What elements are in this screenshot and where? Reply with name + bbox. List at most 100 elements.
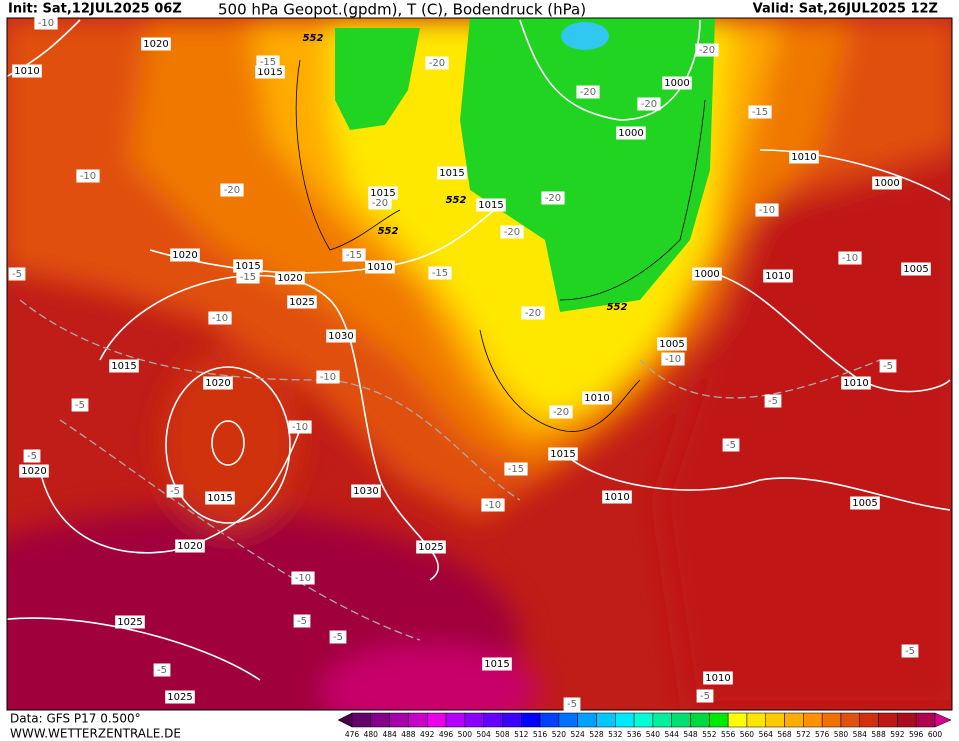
colorbar-swatch bbox=[596, 712, 616, 728]
label-box bbox=[576, 85, 600, 99]
colorbar-label: 524 bbox=[571, 730, 586, 739]
colorbar-swatch bbox=[539, 712, 560, 728]
label-box bbox=[582, 391, 612, 405]
colorbar-swatch bbox=[878, 712, 898, 728]
colorbar-label: 480 bbox=[364, 730, 379, 739]
label-box bbox=[23, 449, 41, 463]
pressure-label: 1010 bbox=[765, 271, 790, 282]
label-box bbox=[165, 690, 195, 704]
colorbar-swatch bbox=[426, 712, 447, 728]
valid-time: Valid: Sat,26JUL2025 12Z bbox=[753, 2, 938, 17]
label-box bbox=[722, 438, 740, 452]
label-box bbox=[695, 43, 719, 57]
pressure-label: 1000 bbox=[618, 128, 643, 139]
label-box bbox=[351, 484, 381, 498]
label-box bbox=[901, 262, 931, 276]
label-box bbox=[872, 176, 902, 190]
colorbar-label: 508 bbox=[495, 730, 510, 739]
geopotential-label: 552 bbox=[303, 33, 324, 44]
temperature-label: -5 bbox=[883, 361, 893, 372]
colorbar-label: 504 bbox=[476, 730, 491, 739]
colorbar-swatch bbox=[577, 712, 597, 728]
colorbar-swatch bbox=[915, 712, 936, 728]
pressure-label: 1020 bbox=[205, 378, 230, 389]
colorbar-swatch bbox=[821, 712, 842, 728]
label-box bbox=[504, 462, 528, 476]
temperature-label: -20 bbox=[553, 407, 569, 418]
pressure-label: 1000 bbox=[664, 78, 689, 89]
temperature-label: -5 bbox=[170, 486, 180, 497]
label-box bbox=[342, 248, 366, 262]
label-box bbox=[428, 266, 452, 280]
pressure-label: 1020 bbox=[21, 466, 46, 477]
colorbar-swatch bbox=[897, 712, 917, 728]
label-box bbox=[293, 614, 311, 628]
temperature-label: -20 bbox=[372, 198, 388, 209]
pressure-label: 1025 bbox=[117, 617, 142, 628]
colorbar-swatch bbox=[502, 712, 522, 728]
colorbar-swatch bbox=[727, 712, 748, 728]
label-box bbox=[12, 64, 42, 78]
pressure-label: 1015 bbox=[439, 168, 464, 179]
label-box bbox=[637, 97, 661, 111]
colorbar-swatch bbox=[464, 712, 484, 728]
colorbar-swatch bbox=[558, 712, 578, 728]
colorbar-swatch bbox=[370, 712, 390, 728]
pressure-label: 1010 bbox=[367, 262, 392, 273]
colorbar-swatch bbox=[633, 712, 654, 728]
colorbar-swatch bbox=[445, 712, 466, 728]
pressure-label: 1020 bbox=[143, 39, 168, 50]
label-box bbox=[425, 56, 449, 70]
temperature-label: -10 bbox=[320, 372, 336, 383]
colorbar-swatch bbox=[690, 712, 710, 728]
colorbar-swatch bbox=[483, 712, 503, 728]
colorbar-swatch bbox=[351, 712, 372, 728]
colorbar-label: 576 bbox=[815, 730, 830, 739]
temperature-label: -20 bbox=[429, 58, 445, 69]
colorbar-label: 552 bbox=[702, 730, 717, 739]
label-box bbox=[841, 376, 871, 390]
temperature-label: -5 bbox=[297, 616, 307, 627]
colorbar-arrow bbox=[337, 712, 353, 728]
label-box bbox=[602, 490, 632, 504]
colorbar-label: 500 bbox=[458, 730, 473, 739]
label-box bbox=[326, 329, 356, 343]
label-box bbox=[316, 370, 340, 384]
pressure-label: 1015 bbox=[257, 67, 282, 78]
map-frame bbox=[6, 17, 953, 711]
colorbar-label: 540 bbox=[646, 730, 661, 739]
temperature-label: -5 bbox=[905, 646, 915, 657]
pressure-label: 1000 bbox=[694, 269, 719, 280]
colorbar-label: 536 bbox=[627, 730, 642, 739]
label-box bbox=[368, 186, 398, 200]
temperature-label: -10 bbox=[485, 500, 501, 511]
temperature-label: -5 bbox=[768, 396, 778, 407]
colorbar-label: 528 bbox=[589, 730, 604, 739]
temperature-label: -10 bbox=[80, 171, 96, 182]
temperature-label: -20 bbox=[224, 185, 240, 196]
label-box bbox=[141, 37, 171, 51]
label-box bbox=[153, 663, 171, 677]
colorbar-label: 544 bbox=[665, 730, 680, 739]
pressure-label: 1030 bbox=[328, 331, 353, 342]
label-box bbox=[838, 251, 862, 265]
label-box bbox=[208, 311, 232, 325]
pressure-label: 1020 bbox=[277, 273, 302, 284]
temperature-label: -15 bbox=[346, 250, 362, 261]
colorbar-swatch bbox=[408, 712, 428, 728]
pressure-label: 1000 bbox=[874, 178, 899, 189]
colorbar-label: 496 bbox=[439, 730, 454, 739]
label-box bbox=[437, 166, 467, 180]
geopotential-label: 552 bbox=[607, 302, 628, 313]
colorbar-swatch bbox=[840, 712, 861, 728]
label-box bbox=[256, 55, 280, 69]
label-box bbox=[789, 150, 819, 164]
label-box bbox=[205, 491, 235, 505]
colorbar-swatch bbox=[746, 712, 766, 728]
label-box bbox=[71, 398, 89, 412]
label-box bbox=[549, 405, 573, 419]
label-box bbox=[220, 183, 244, 197]
label-box bbox=[748, 105, 772, 119]
label-box bbox=[329, 630, 347, 644]
